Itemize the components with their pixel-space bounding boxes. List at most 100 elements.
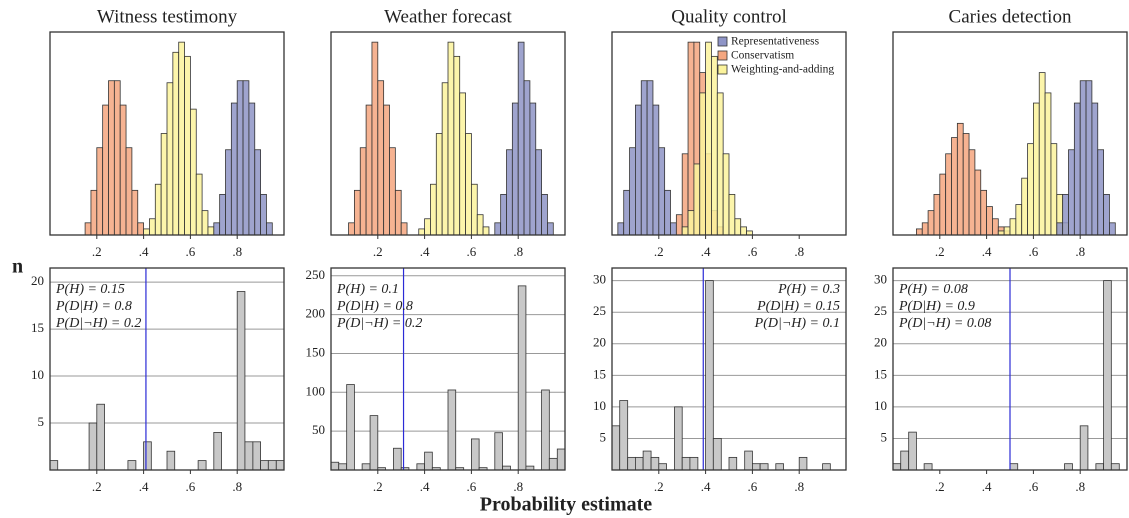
bar xyxy=(992,218,999,236)
bar xyxy=(986,206,993,236)
bar xyxy=(939,173,947,236)
bar xyxy=(728,193,736,236)
bar xyxy=(137,222,144,236)
panel-frame xyxy=(330,267,566,471)
bar xyxy=(154,183,162,236)
x-tick-label: .6 xyxy=(467,479,477,494)
bar xyxy=(740,226,747,236)
panel-frame xyxy=(611,31,847,236)
bar xyxy=(383,104,390,236)
x-tick-label: .8 xyxy=(513,479,523,494)
annotation: P(H) = 0.1 xyxy=(336,282,399,297)
y-axis-label: n xyxy=(12,256,23,278)
bar xyxy=(1110,463,1120,471)
y-tick-label: 5 xyxy=(38,414,45,429)
bar xyxy=(892,463,902,471)
x-tick-label: .6 xyxy=(186,244,196,259)
bar xyxy=(470,438,480,471)
legend-swatch xyxy=(717,36,728,47)
y-tick-label: 20 xyxy=(31,273,44,288)
legend-swatch xyxy=(717,50,728,61)
bar xyxy=(242,80,250,236)
bar xyxy=(541,389,550,471)
y-tick-label: 25 xyxy=(874,303,887,318)
y-tick-label: 50 xyxy=(312,422,325,437)
bar xyxy=(908,431,917,471)
bar xyxy=(476,214,484,236)
bar xyxy=(1097,149,1104,236)
bar xyxy=(548,457,558,471)
bar xyxy=(88,422,98,471)
x-tick-label: .4 xyxy=(139,479,149,494)
bar xyxy=(822,463,831,471)
bar xyxy=(424,218,431,236)
bar xyxy=(711,55,718,236)
y-tick-label: 15 xyxy=(31,320,44,335)
bar xyxy=(681,153,689,236)
bar xyxy=(330,461,340,471)
bar xyxy=(127,460,137,471)
bar xyxy=(712,438,722,471)
bar xyxy=(535,149,542,236)
bar xyxy=(752,463,761,471)
bar xyxy=(102,104,109,236)
bar xyxy=(1003,226,1011,236)
bar xyxy=(430,183,437,236)
x-tick-label: .4 xyxy=(701,479,711,494)
panel-frame xyxy=(330,31,566,236)
bar xyxy=(353,189,361,236)
bar xyxy=(1009,463,1019,471)
bar xyxy=(447,389,457,471)
bar xyxy=(611,425,621,471)
y-tick-label: 20 xyxy=(874,335,887,350)
x-tick-label: .2 xyxy=(373,244,383,259)
bar xyxy=(547,222,554,236)
x-tick-label: .2 xyxy=(373,479,383,494)
bar xyxy=(523,80,531,236)
x-tick-label: .2 xyxy=(935,244,945,259)
bar xyxy=(236,291,246,471)
x-tick-label: .6 xyxy=(186,479,196,494)
bar xyxy=(213,432,222,471)
bar xyxy=(400,222,408,236)
bar xyxy=(131,189,139,236)
bar xyxy=(219,193,226,236)
bar xyxy=(143,441,152,471)
bar xyxy=(230,102,238,236)
bar xyxy=(1027,143,1034,236)
bar xyxy=(951,137,958,236)
bar xyxy=(435,133,443,236)
bar xyxy=(642,450,652,471)
annotation: P(D|H) = 0.9 xyxy=(898,299,975,314)
bar xyxy=(1103,280,1112,471)
y-tick-label: 20 xyxy=(593,335,606,350)
bar xyxy=(90,189,98,236)
bar xyxy=(734,218,742,236)
bar xyxy=(1009,218,1017,236)
bar xyxy=(1050,143,1058,236)
bar xyxy=(675,214,683,236)
bar xyxy=(453,55,461,236)
bar xyxy=(260,193,267,236)
y-tick-label: 200 xyxy=(306,306,326,321)
bar xyxy=(149,218,156,236)
bar xyxy=(635,456,644,471)
x-tick-label: .8 xyxy=(232,244,242,259)
bar xyxy=(956,122,964,236)
bar xyxy=(125,147,133,236)
bar xyxy=(927,210,935,236)
bar xyxy=(619,400,629,471)
x-tick-label: .8 xyxy=(232,479,242,494)
x-tick-label: .8 xyxy=(794,479,804,494)
bar xyxy=(338,463,348,471)
y-tick-label: 250 xyxy=(306,267,326,282)
bar xyxy=(980,189,987,236)
bar xyxy=(470,183,478,236)
bar xyxy=(517,41,525,236)
x-tick-label: .4 xyxy=(420,244,430,259)
panel-title: Caries detection xyxy=(949,6,1072,27)
bar xyxy=(1103,193,1110,236)
bar xyxy=(1091,102,1099,236)
bar xyxy=(225,149,232,236)
bar xyxy=(197,460,207,471)
